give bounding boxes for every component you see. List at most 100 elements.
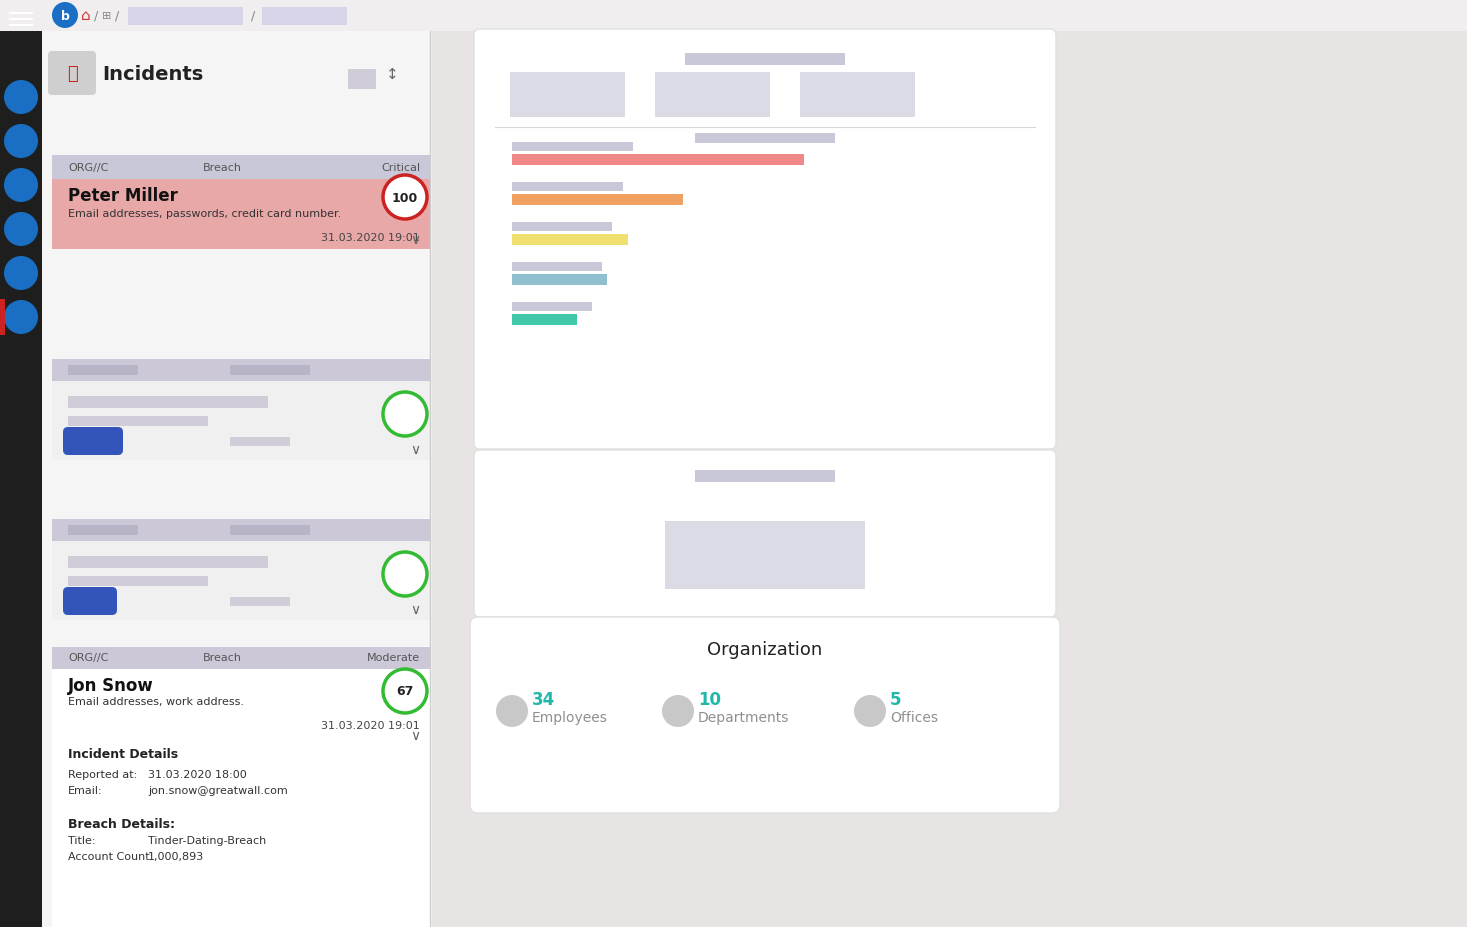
Text: ∨: ∨	[409, 729, 420, 743]
Text: 🔔: 🔔	[66, 65, 78, 83]
Text: Email addresses, work address.: Email addresses, work address.	[67, 696, 244, 706]
Text: Breach: Breach	[202, 163, 242, 172]
Text: 10: 10	[698, 691, 720, 708]
Text: 67: 67	[396, 685, 414, 698]
Circle shape	[4, 125, 38, 159]
Bar	[51, 156, 430, 180]
Text: 31.03.2020 19:01: 31.03.2020 19:01	[321, 720, 420, 730]
Bar	[512, 262, 601, 272]
Circle shape	[51, 3, 78, 29]
Circle shape	[4, 213, 38, 247]
Bar	[67, 365, 138, 375]
Text: ⌂: ⌂	[81, 8, 91, 23]
Bar	[51, 382, 430, 461]
Circle shape	[854, 695, 886, 727]
Text: ↕: ↕	[386, 67, 399, 82]
Bar	[512, 195, 684, 206]
Bar	[51, 180, 430, 249]
FancyBboxPatch shape	[474, 30, 1056, 450]
Bar	[0, 299, 4, 336]
FancyBboxPatch shape	[48, 52, 95, 95]
Text: Incident Details: Incident Details	[67, 747, 178, 760]
Text: /: /	[114, 9, 119, 22]
Bar	[51, 360, 430, 382]
Text: ORG//C: ORG//C	[67, 653, 109, 662]
Text: Breach Details:: Breach Details:	[67, 817, 175, 830]
Text: Email:: Email:	[67, 785, 103, 795]
Bar	[67, 416, 208, 426]
Circle shape	[4, 169, 38, 203]
Text: 34: 34	[533, 691, 555, 708]
Circle shape	[383, 392, 427, 437]
Bar	[512, 303, 593, 311]
Text: Title:: Title:	[67, 835, 95, 845]
FancyBboxPatch shape	[63, 588, 117, 616]
Circle shape	[496, 695, 528, 727]
Circle shape	[662, 695, 694, 727]
Circle shape	[4, 300, 38, 335]
FancyBboxPatch shape	[469, 617, 1061, 813]
Bar	[230, 365, 310, 375]
Bar	[512, 183, 623, 192]
Bar	[512, 222, 612, 232]
Circle shape	[383, 176, 427, 220]
Text: Jon Snow: Jon Snow	[67, 677, 154, 694]
FancyBboxPatch shape	[63, 427, 123, 455]
Circle shape	[383, 669, 427, 713]
Bar	[67, 556, 268, 568]
Text: 31.03.2020 19:01: 31.03.2020 19:01	[321, 233, 420, 243]
Bar	[512, 314, 577, 325]
Bar	[230, 438, 290, 447]
Bar	[51, 669, 430, 927]
Circle shape	[383, 552, 427, 596]
Text: Tinder-Dating-Breach: Tinder-Dating-Breach	[148, 835, 266, 845]
Bar	[51, 541, 430, 620]
Text: b: b	[60, 9, 69, 22]
Bar	[695, 471, 835, 482]
Text: Account Count:: Account Count:	[67, 851, 153, 861]
Bar	[0, 0, 43, 927]
Bar	[695, 133, 835, 144]
Bar	[348, 70, 376, 90]
FancyBboxPatch shape	[474, 451, 1056, 617]
Text: 100: 100	[392, 191, 418, 204]
Bar	[654, 73, 770, 118]
Text: /: /	[94, 9, 98, 22]
Text: ∨: ∨	[409, 442, 420, 456]
Bar	[511, 73, 625, 118]
Text: Breach: Breach	[202, 653, 242, 662]
Text: Critical: Critical	[381, 163, 420, 172]
Bar	[67, 397, 268, 409]
Text: ORG//C: ORG//C	[67, 163, 109, 172]
Bar	[51, 519, 430, 541]
Bar	[67, 526, 138, 536]
Bar	[128, 8, 244, 26]
Circle shape	[4, 81, 38, 115]
Text: ∨: ∨	[409, 233, 420, 247]
Bar	[67, 577, 208, 587]
Text: Organization: Organization	[707, 641, 823, 658]
Text: /: /	[251, 9, 255, 22]
Text: 5: 5	[890, 691, 902, 708]
Text: Email addresses, passwords, credit card number.: Email addresses, passwords, credit card …	[67, 209, 342, 219]
Text: 31.03.2020 18:00: 31.03.2020 18:00	[148, 769, 246, 780]
Text: Moderate: Moderate	[367, 653, 420, 662]
Bar	[512, 155, 804, 166]
Bar	[512, 235, 628, 246]
Bar	[0, 0, 1467, 32]
Text: ⊞: ⊞	[103, 11, 111, 21]
Circle shape	[4, 257, 38, 291]
Text: Incidents: Incidents	[103, 65, 204, 83]
Bar	[685, 54, 845, 66]
Bar	[665, 521, 866, 590]
Bar	[800, 73, 915, 118]
Text: Offices: Offices	[890, 710, 937, 724]
Text: Reported at:: Reported at:	[67, 769, 138, 780]
Text: Employees: Employees	[533, 710, 607, 724]
Text: Departments: Departments	[698, 710, 789, 724]
Bar	[263, 8, 348, 26]
Text: 1,000,893: 1,000,893	[148, 851, 204, 861]
Bar	[512, 274, 607, 286]
Bar	[230, 597, 290, 606]
Text: jon.snow@greatwall.com: jon.snow@greatwall.com	[148, 785, 288, 795]
